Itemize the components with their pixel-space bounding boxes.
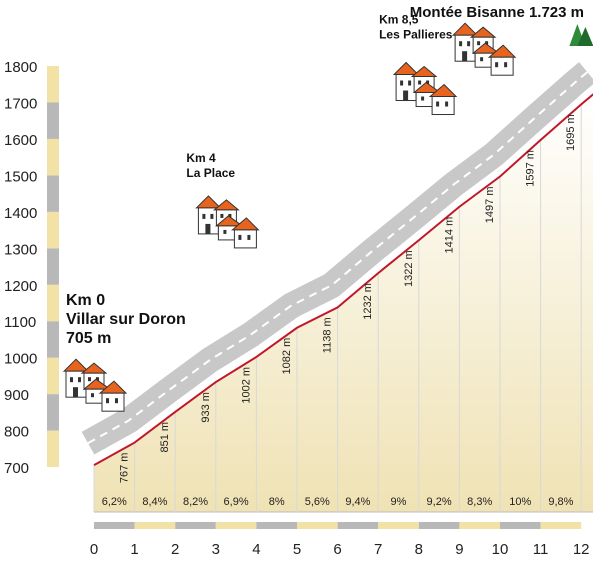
y-scale-segment bbox=[47, 357, 59, 395]
gradient-label: 6,2% bbox=[102, 496, 127, 508]
x-scale-segment bbox=[378, 522, 419, 529]
x-tick-label: 10 bbox=[492, 541, 509, 558]
x-scale-segment bbox=[418, 522, 460, 529]
gradient-label: 10% bbox=[509, 496, 531, 508]
altitude-label: 1322 m bbox=[403, 250, 415, 287]
y-scale-segment bbox=[47, 284, 59, 322]
y-scale-segment bbox=[47, 430, 59, 467]
y-scale-segment bbox=[47, 211, 59, 249]
y-scale-segment bbox=[47, 248, 59, 285]
place-label: Km 0 Villar sur Doron 705 m bbox=[66, 292, 186, 347]
village-icon bbox=[63, 358, 127, 412]
altitude-label: 1082 m bbox=[281, 338, 293, 375]
altitude-label: 933 m bbox=[200, 392, 212, 423]
altitude-label: 1138 m bbox=[322, 317, 334, 353]
x-tick-label: 12 bbox=[573, 541, 590, 558]
x-tick-label: 7 bbox=[374, 541, 382, 558]
place-label: Km 10,2Bisanne bbox=[473, 0, 520, 2]
place-label-line: Villar sur Doron bbox=[66, 311, 186, 328]
road-centerline bbox=[87, 71, 589, 445]
gradient-label: 8,3% bbox=[467, 496, 492, 508]
place-label-line: 705 m bbox=[66, 330, 111, 347]
gradient-label: 8% bbox=[269, 496, 285, 508]
gradient-label: 9% bbox=[391, 496, 407, 508]
y-tick-label: 1600 bbox=[4, 132, 37, 149]
y-tick-label: 1800 bbox=[4, 59, 37, 76]
gradient-label: 8,4% bbox=[142, 496, 167, 508]
y-tick-label: 1300 bbox=[4, 241, 37, 258]
x-tick-label: 1 bbox=[130, 541, 138, 558]
x-tick-label: 5 bbox=[293, 541, 301, 558]
y-scale-segment bbox=[47, 394, 59, 431]
y-tick-label: 1500 bbox=[4, 168, 37, 185]
profile-line bbox=[93, 93, 593, 467]
gradient-label: 5,6% bbox=[305, 496, 330, 508]
altitude-label: 851 m bbox=[159, 422, 171, 453]
gradient-label: 9,4% bbox=[345, 496, 370, 508]
altitude-label: 1695 m bbox=[565, 114, 577, 151]
altitude-label: 1497 m bbox=[484, 186, 496, 223]
y-tick-label: 700 bbox=[4, 460, 29, 477]
x-tick-label: 9 bbox=[455, 541, 463, 558]
x-scale-segment bbox=[134, 522, 176, 529]
y-tick-label: 1700 bbox=[4, 96, 37, 113]
altitude-label: 1232 m bbox=[362, 283, 374, 320]
gradient-label: 6,9% bbox=[224, 496, 249, 508]
summit-icon bbox=[569, 24, 593, 46]
x-scale-segment bbox=[459, 522, 500, 529]
y-scale-segment bbox=[47, 321, 59, 358]
village-icon bbox=[452, 22, 516, 76]
x-scale-segment bbox=[175, 522, 216, 529]
y-tick-label: 1400 bbox=[4, 205, 37, 222]
x-tick-label: 6 bbox=[333, 541, 341, 558]
altitude-label: 1597 m bbox=[525, 150, 537, 187]
x-scale-segment bbox=[297, 522, 338, 529]
x-scale-segment bbox=[500, 522, 541, 529]
place-label-line: Bisanne bbox=[473, 0, 520, 2]
x-scale-segment bbox=[337, 522, 379, 529]
y-tick-label: 1000 bbox=[4, 351, 37, 368]
place-label-line: La Place bbox=[186, 166, 235, 180]
y-tick-label: 800 bbox=[4, 424, 29, 441]
x-tick-label: 3 bbox=[212, 541, 220, 558]
x-scale-segment bbox=[215, 522, 257, 529]
place-label: Km 4La Place bbox=[186, 151, 235, 180]
altitude-label: 1414 m bbox=[443, 217, 455, 254]
place-label-line: Km 0 bbox=[66, 292, 105, 309]
y-scale-segment bbox=[47, 66, 59, 103]
place-label-line: Les Pallieres bbox=[379, 28, 453, 42]
y-tick-label: 900 bbox=[4, 387, 29, 404]
x-tick-label: 11 bbox=[533, 541, 549, 558]
gradient-label: 9,8% bbox=[548, 496, 573, 508]
x-scale-segment bbox=[256, 522, 297, 529]
x-scale-segment bbox=[94, 522, 135, 529]
x-tick-label: 8 bbox=[415, 541, 423, 558]
summit-tree bbox=[577, 27, 593, 46]
y-scale-segment bbox=[47, 102, 59, 139]
x-tick-label: 2 bbox=[171, 541, 179, 558]
chart-title: Montée Bisanne 1.723 m bbox=[410, 4, 584, 21]
x-scale-segment bbox=[540, 522, 582, 529]
gradient-label: 8,2% bbox=[183, 496, 208, 508]
village-icon bbox=[393, 62, 457, 116]
y-scale-segment bbox=[47, 138, 59, 176]
place-label-line: Km 8,5 bbox=[379, 13, 419, 27]
altitude-label: 1002 m bbox=[240, 367, 252, 404]
gradient-label: 9,2% bbox=[427, 496, 452, 508]
x-tick-label: 4 bbox=[252, 541, 260, 558]
place-label-line: Km 4 bbox=[186, 151, 216, 165]
village-icon bbox=[195, 195, 259, 249]
x-tick-label: 0 bbox=[90, 541, 98, 558]
altitude-label: 767 m bbox=[119, 453, 131, 484]
y-tick-label: 1100 bbox=[4, 314, 36, 331]
y-scale-segment bbox=[47, 175, 59, 212]
y-tick-label: 1200 bbox=[4, 278, 37, 295]
